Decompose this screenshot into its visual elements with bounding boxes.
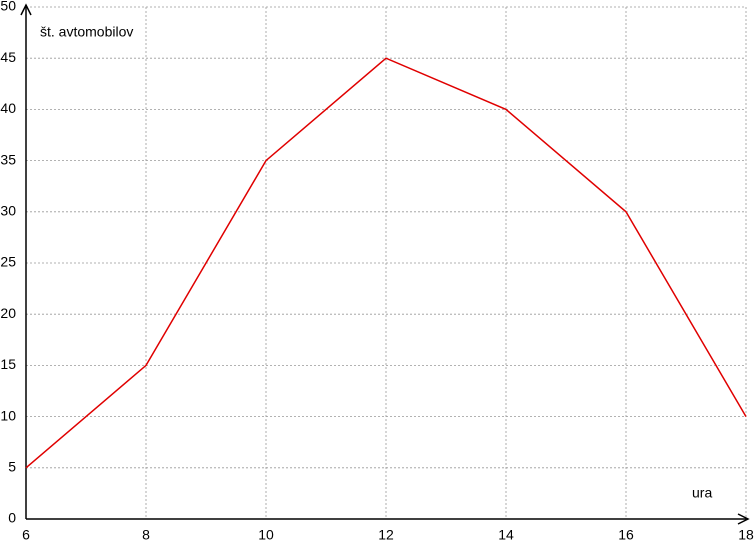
x-tick-label: 6	[22, 527, 30, 542]
y-tick-label: 30	[0, 203, 16, 219]
y-tick-label: 25	[0, 254, 16, 270]
y-tick-label: 10	[0, 407, 16, 423]
y-tick-label: 5	[8, 459, 16, 475]
x-tick-label: 16	[618, 527, 634, 542]
y-tick-label: 35	[0, 151, 16, 167]
x-tick-label: 12	[378, 527, 394, 542]
y-tick-label: 45	[0, 49, 16, 65]
y-axis-label: št. avtomobilov	[40, 24, 133, 40]
x-tick-label: 10	[258, 527, 274, 542]
y-tick-label: 20	[0, 305, 16, 321]
y-tick-label: 0	[8, 510, 16, 526]
x-tick-label: 18	[738, 527, 754, 542]
x-axis-label: ura	[692, 485, 712, 501]
y-axis-arrow	[20, 3, 32, 16]
data-line	[25, 57, 747, 469]
x-tick-label: 8	[142, 527, 150, 542]
y-tick-label: 15	[0, 356, 16, 372]
y-tick-label: 50	[0, 0, 16, 14]
y-tick-label: 40	[0, 100, 16, 116]
x-tick-label: 14	[498, 527, 514, 542]
x-axis-arrow	[737, 513, 750, 525]
